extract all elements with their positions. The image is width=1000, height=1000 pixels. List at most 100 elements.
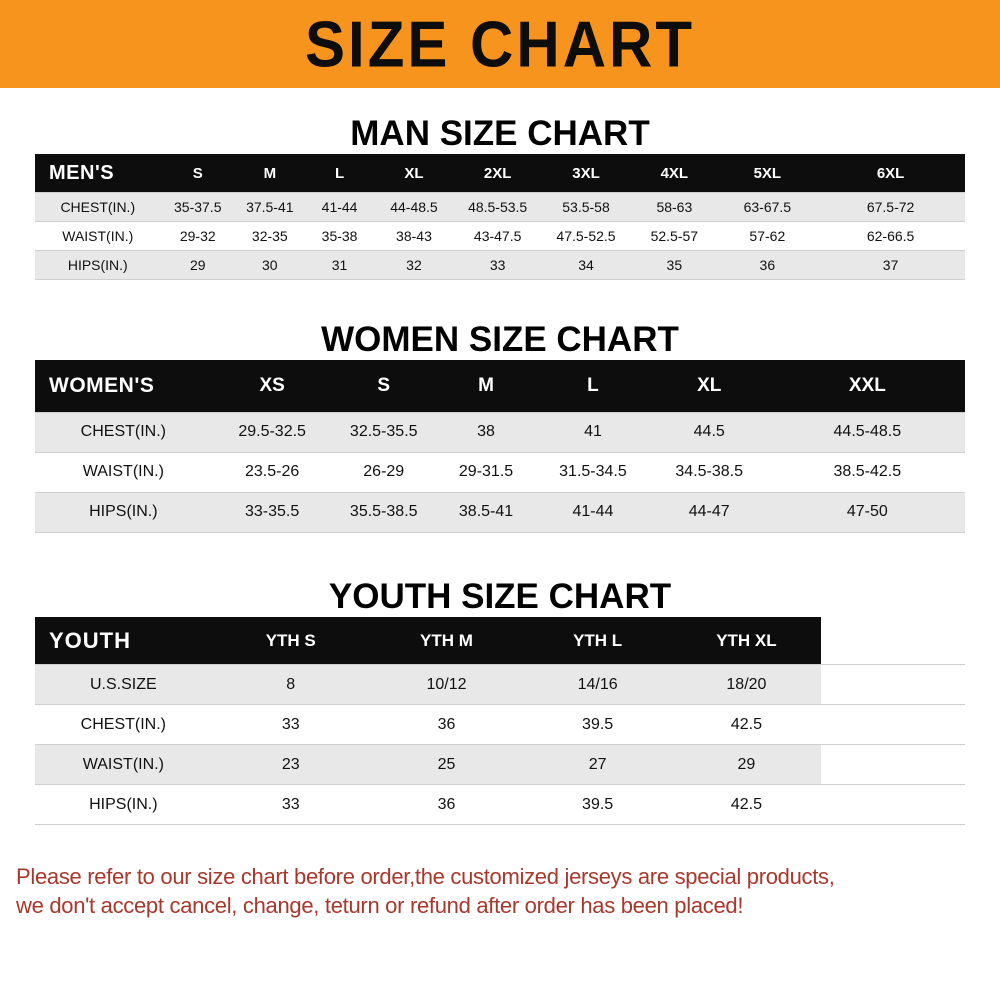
size-value: 53.5-58 bbox=[562, 198, 610, 215]
size-column-header: 4XL bbox=[660, 164, 689, 182]
measurement-row: WAIST(IN.) 23.5-26 26-29 29-31.5 31.5-34.5 34… bbox=[35, 452, 965, 492]
size-value: 25 bbox=[437, 755, 456, 773]
size-column-header: L bbox=[587, 374, 599, 396]
size-column-header: XS bbox=[259, 374, 285, 396]
size-column-header: XXL bbox=[848, 374, 886, 396]
size-value: 48.5-53.5 bbox=[468, 198, 528, 215]
size-value: 35.5-38.5 bbox=[349, 503, 418, 520]
size-value: 42.5 bbox=[730, 795, 762, 813]
row-label: HIPS(IN.) bbox=[89, 795, 158, 813]
size-value: 29 bbox=[189, 256, 206, 273]
size-column-header: YTH L bbox=[573, 630, 623, 650]
size-column-header: S bbox=[377, 374, 391, 396]
size-value: 38.5-42.5 bbox=[833, 463, 902, 480]
header-row: MEN'S S M L XL 2XL 3XL 4XL 5XL 6XL bbox=[35, 154, 965, 193]
size-chart-page: SIZE CHART MAN SIZE CHART MEN'S S M L XL 2XL 3… bbox=[0, 0, 1000, 920]
size-column-header: YTH S bbox=[265, 630, 316, 650]
header-row: WOMEN'S XS S M L XL XXL bbox=[35, 360, 965, 412]
size-value: 57-62 bbox=[749, 227, 786, 244]
size-value: 47-50 bbox=[846, 503, 888, 520]
row-label: CHEST(IN.) bbox=[60, 198, 136, 215]
size-column-header: 6XL bbox=[876, 164, 905, 182]
size-value: 58-63 bbox=[656, 198, 693, 215]
disclaimer-line-2: we don't accept cancel, change, teturn o… bbox=[16, 892, 744, 918]
size-column-header: M bbox=[478, 374, 494, 396]
size-value: 29 bbox=[737, 755, 756, 773]
size-value: 31.5-34.5 bbox=[559, 463, 627, 480]
table-title: WOMEN'S bbox=[49, 373, 155, 397]
row-label: WAIST(IN.) bbox=[62, 227, 134, 244]
size-value: 41-44 bbox=[572, 503, 614, 520]
size-value: 41 bbox=[584, 423, 602, 440]
size-value: 33 bbox=[281, 795, 300, 813]
page-title: SIZE CHART bbox=[305, 7, 695, 81]
size-column-header: M bbox=[263, 164, 277, 182]
measurement-row: CHEST(IN.) 35-37.5 37.5-41 41-44 44-48.5 48.5… bbox=[35, 192, 965, 222]
size-value: 35 bbox=[666, 256, 683, 273]
size-value: 33 bbox=[281, 715, 300, 733]
size-value: 39.5 bbox=[582, 715, 614, 733]
size-column-header: 2XL bbox=[483, 164, 512, 182]
measurement-row: WAIST(IN.) 23 25 27 29 bbox=[35, 744, 965, 785]
size-value: 29-32 bbox=[179, 227, 216, 244]
size-column-header: XL bbox=[697, 374, 722, 396]
size-value: 34 bbox=[578, 256, 594, 273]
size-value: 37.5-41 bbox=[246, 198, 294, 215]
size-value: 14/16 bbox=[577, 675, 618, 693]
size-value: 42.5 bbox=[730, 715, 762, 733]
size-value: 36 bbox=[437, 715, 456, 733]
measurement-row: CHEST(IN.) 29.5-32.5 32.5-35.5 38 41 44.5 44.5… bbox=[35, 412, 965, 452]
size-value: 32 bbox=[406, 256, 422, 273]
size-value: 41-44 bbox=[321, 198, 358, 215]
size-value: 39.5 bbox=[582, 795, 614, 813]
size-value: 52.5-57 bbox=[650, 227, 699, 244]
size-column-header: YTH XL bbox=[716, 630, 777, 650]
size-value: 44.5-48.5 bbox=[833, 423, 902, 440]
measurement-row: HIPS(IN.) 29 30 31 32 33 34 35 36 37 bbox=[35, 250, 965, 280]
size-column-header: YTH M bbox=[420, 630, 473, 650]
measurement-row: U.S.SIZE 8 10/12 14/16 18/20 bbox=[35, 664, 965, 705]
size-value: 29.5-32.5 bbox=[238, 423, 306, 440]
measurement-row: CHEST(IN.) 33 36 39.5 42.5 bbox=[35, 704, 965, 745]
size-value: 36 bbox=[759, 256, 776, 273]
size-value: 38 bbox=[477, 423, 495, 440]
men-section-heading: MAN SIZE CHART bbox=[350, 114, 650, 153]
size-column-header: 3XL bbox=[572, 164, 600, 182]
size-value: 26-29 bbox=[363, 463, 405, 480]
size-value: 10/12 bbox=[426, 675, 467, 693]
size-value: 8 bbox=[286, 675, 296, 693]
size-value: 62-66.5 bbox=[866, 227, 915, 244]
size-value: 47.5-52.5 bbox=[556, 227, 616, 244]
title-banner: SIZE CHART bbox=[0, 0, 1000, 88]
disclaimer-text: Please refer to our size chart before or… bbox=[16, 863, 986, 920]
table-title: YOUTH bbox=[49, 627, 131, 653]
header-row: YOUTH YTH S YTH M YTH L YTH XL bbox=[35, 616, 965, 665]
size-column-header: 5XL bbox=[753, 164, 782, 182]
size-value: 23.5-26 bbox=[245, 463, 300, 480]
size-value: 38-43 bbox=[396, 227, 432, 244]
size-column-header: L bbox=[334, 164, 345, 182]
size-value: 35-38 bbox=[321, 227, 358, 244]
size-value: 38.5-41 bbox=[458, 503, 514, 520]
women-section-heading: WOMEN SIZE CHART bbox=[321, 319, 679, 359]
men-size-table: MEN'S S M L XL 2XL 3XL 4XL 5XL 6XL CHEST(IN.) 35-37… bbox=[35, 154, 965, 280]
row-label: WAIST(IN.) bbox=[82, 755, 164, 773]
size-value: 29-31.5 bbox=[458, 463, 514, 480]
size-value: 32.5-35.5 bbox=[349, 423, 418, 440]
size-column-header: XL bbox=[404, 164, 424, 182]
table-title: MEN'S bbox=[49, 161, 115, 184]
size-value: 23 bbox=[281, 755, 300, 773]
size-value: 30 bbox=[262, 256, 278, 273]
size-value: 18/20 bbox=[726, 675, 767, 693]
size-value: 44-47 bbox=[688, 503, 730, 520]
measurement-row: WAIST(IN.) 29-32 32-35 35-38 38-43 43-47.5 47.… bbox=[35, 221, 965, 251]
size-value: 33-35.5 bbox=[245, 503, 300, 520]
size-value: 63-67.5 bbox=[743, 198, 792, 215]
size-value: 43-47.5 bbox=[473, 227, 522, 244]
size-value: 37 bbox=[882, 256, 899, 273]
size-value: 67.5-72 bbox=[866, 198, 915, 215]
size-value: 34.5-38.5 bbox=[675, 463, 744, 480]
women-size-table: WOMEN'S XS S M L XL XXL CHEST(IN.) 29.5-32.5 32.5… bbox=[35, 360, 965, 533]
size-value: 35-37.5 bbox=[174, 198, 222, 215]
measurement-row: HIPS(IN.) 33-35.5 35.5-38.5 38.5-41 41-44 44-… bbox=[35, 492, 965, 532]
